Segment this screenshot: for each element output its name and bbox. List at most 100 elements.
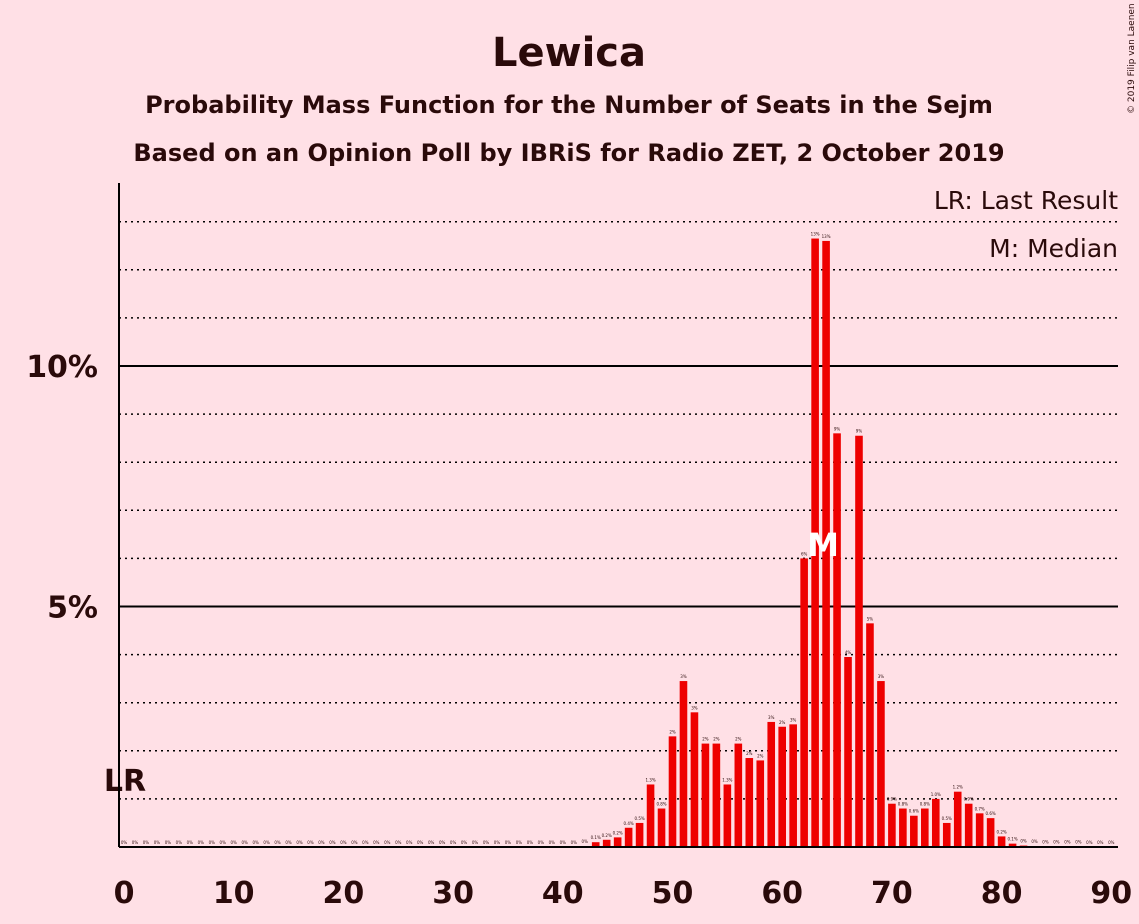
bar-value-label: 0% (1064, 840, 1071, 845)
bar-value-label: 0% (1031, 839, 1038, 844)
bar-value-label: 2% (735, 737, 742, 742)
bar-value-label: 0% (209, 840, 216, 845)
bar-value-label: 0% (165, 840, 172, 845)
bar-value-label: 0.8% (656, 802, 666, 807)
bar-value-label: 3% (680, 674, 687, 679)
bar-value-label: 0% (121, 840, 128, 845)
bar-value-label: 3% (768, 715, 775, 720)
bar-value-label: 0% (1075, 840, 1082, 845)
bar-value-label: 2% (779, 720, 786, 725)
bar (701, 743, 710, 847)
chart-subtitle-2: Based on an Opinion Poll by IBRiS for Ra… (133, 139, 1004, 167)
bar-value-label: 0% (571, 840, 578, 845)
bar (811, 238, 819, 847)
bar (899, 808, 907, 847)
bar-value-label: 6% (801, 551, 808, 556)
bar (888, 803, 896, 847)
bar (953, 791, 962, 847)
bar (646, 784, 655, 847)
last-result-marker: LR (104, 764, 146, 799)
bar (855, 435, 863, 847)
legend-last-result: LR: Last Result (934, 186, 1118, 215)
y-tick-label: 5% (47, 591, 98, 626)
bar (767, 721, 776, 847)
x-tick-label: 70 (871, 876, 913, 911)
bar-value-label: 1.3% (645, 777, 655, 782)
copyright-notice: © 2019 Filip van Laenen (1127, 3, 1137, 114)
bar-value-label: 3% (878, 674, 885, 679)
bar-value-label: 2% (757, 753, 764, 758)
bar-value-label: 0% (307, 840, 314, 845)
bar-value-label: 1.2% (953, 785, 963, 790)
bar-value-label: 0% (220, 840, 227, 845)
bar-value-label: 0% (1042, 840, 1049, 845)
bar-value-label: 0% (439, 840, 446, 845)
bar-value-label: 3% (691, 705, 698, 710)
x-tick-label: 40 (542, 876, 584, 911)
bar (712, 743, 721, 847)
bar-value-label: 0% (263, 840, 270, 845)
bar-value-label: 0.6% (909, 809, 919, 814)
bar-value-label: 9% (834, 426, 841, 431)
bar (668, 736, 677, 847)
bar-value-label: 0% (318, 840, 325, 845)
bar-value-label: 2% (746, 751, 753, 756)
bar-value-label: 0% (373, 840, 380, 845)
bar-value-label: 0% (461, 840, 468, 845)
bar-value-label: 2% (713, 737, 720, 742)
bar-value-label: 13% (811, 232, 820, 237)
bar-value-label: 0.5% (942, 816, 952, 821)
bar-value-label: 0% (582, 839, 589, 844)
bar (690, 712, 699, 847)
bar (822, 240, 830, 847)
bar-value-label: 0% (362, 840, 369, 845)
bar (931, 798, 940, 847)
bar (635, 822, 644, 847)
bar (866, 623, 874, 847)
bar-value-label: 4% (845, 650, 852, 655)
bar (942, 822, 951, 847)
bar-value-label: 0% (132, 840, 139, 845)
bar-value-label: 0% (483, 840, 490, 845)
bar (921, 808, 929, 847)
bar-value-label: 0.8% (898, 802, 908, 807)
bar (877, 681, 885, 847)
bar-value-label: 0.2% (613, 830, 623, 835)
chart-title: Lewica (492, 30, 646, 76)
bar-value-label: 0.5% (635, 816, 645, 821)
bar (734, 743, 743, 847)
bar-value-label: 0.7% (975, 806, 985, 811)
bar-value-label: 0.4% (624, 821, 634, 826)
bar-value-label: 9% (856, 429, 863, 434)
bar-value-label: 0.2% (602, 833, 612, 838)
bar-value-label: 0% (231, 840, 238, 845)
bar-value-label: 0% (252, 840, 259, 845)
bar-value-label: 0% (472, 840, 479, 845)
x-tick-label: 80 (981, 876, 1023, 911)
bar (778, 726, 786, 847)
bar-value-label: 0.1% (591, 835, 601, 840)
bar (844, 657, 852, 847)
bar-value-label: 0% (516, 840, 523, 845)
bar-value-label: 5% (867, 616, 874, 621)
bar-value-label: 0% (143, 840, 150, 845)
bar-value-label: 0% (494, 840, 501, 845)
bar (975, 813, 984, 847)
bar-value-label: 0% (187, 840, 194, 845)
bar-value-label: 13% (822, 234, 831, 239)
bar (910, 815, 918, 847)
x-tick-label: 60 (761, 876, 803, 911)
bar (800, 558, 808, 847)
bar (833, 433, 841, 847)
bars: 0% 0% 0% 0% 0% 0% 0% 0% 0% 0% 0% 0% 0% 0% 0% 0% 0% 0% 0% 0%… (121, 232, 1115, 847)
chart-subtitle-1: Probability Mass Function for the Number… (145, 91, 993, 119)
bar (613, 837, 622, 847)
bar-value-label: 0% (351, 840, 358, 845)
bar-value-label: 0% (1053, 840, 1060, 845)
bar (723, 784, 732, 847)
bar-value-label: 3% (790, 717, 797, 722)
legend-median: M: Median (989, 234, 1118, 263)
bar-value-label: 0% (1108, 840, 1115, 845)
bar-value-label: 0% (1097, 840, 1104, 845)
bar (756, 760, 765, 847)
